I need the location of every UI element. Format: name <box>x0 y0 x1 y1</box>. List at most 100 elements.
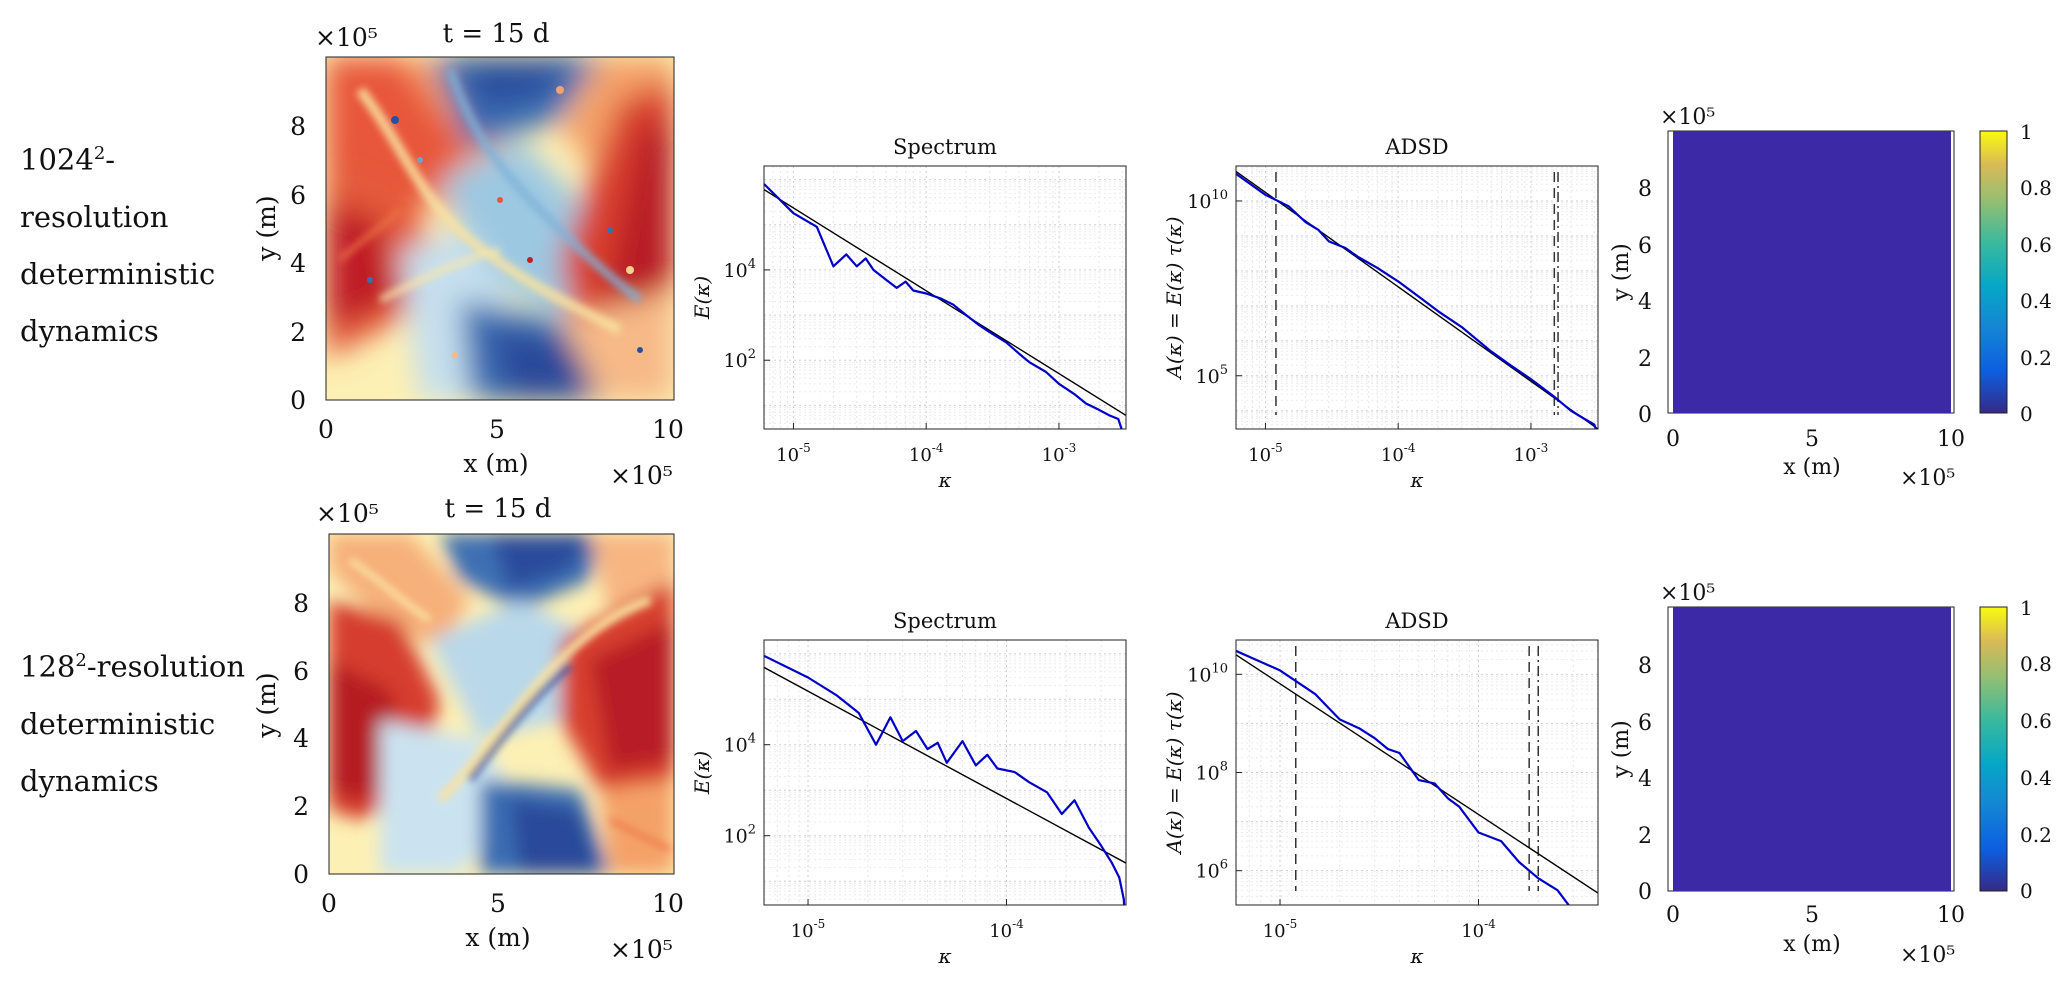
spectrum-128-ytick-1: 104 <box>724 732 756 757</box>
field-1024-ytick-0: 0 <box>290 386 306 415</box>
mask-1024-xmult: ×10⁵ <box>1900 466 1955 491</box>
mask-1024-cb-tick-2: 0.4 <box>2020 289 2052 313</box>
adsd-1024-ytick-0: 105 <box>1196 363 1228 388</box>
spectrum-128-xtick-1: 10-4 <box>989 917 1024 942</box>
adsd-1024-grid <box>1235 165 1598 430</box>
adsd-1024-line-ADSD <box>1236 172 1598 429</box>
adsd-1024-ylabel: A(κ) = E(κ) τ(κ) <box>1162 216 1186 380</box>
spectrum-1024-series <box>764 183 1126 429</box>
row-label-1024-sup: 2 <box>93 143 106 164</box>
mask-1024-colorbar-ticks: 0 0.2 0.4 0.6 0.8 1 <box>2020 120 2052 426</box>
field-128-xlabel: x (m) <box>465 923 530 952</box>
mask-1024-ymult: ×10⁵ <box>1660 105 1715 130</box>
spectrum-1024-grid <box>763 165 1126 430</box>
adsd-128-plot: 10-5 10-4 106 108 1010 ADSD κ A(κ) = E(κ) τ(κ) <box>1162 609 1599 968</box>
adsd-1024-xtick-1: 10-4 <box>1381 441 1416 466</box>
spectrum-1024-ytick-0: 102 <box>724 347 756 372</box>
adsd-128-series <box>1236 649 1598 905</box>
row-label-128-sup: 2 <box>75 650 87 671</box>
mask-1024-ytick-4: 8 <box>1638 177 1652 202</box>
adsd-128-grid <box>1235 639 1599 906</box>
field-128-yticks: 0 2 4 6 8 <box>293 589 309 889</box>
mask-1024-ytick-3: 6 <box>1638 234 1652 259</box>
field-1024-image <box>326 57 674 400</box>
spectrum-128-frame <box>763 639 1127 906</box>
mask-128-colorbar-ticks: 0 0.2 0.4 0.6 0.8 1 <box>2020 596 2052 903</box>
mask-128-xticks: 0 5 10 <box>1666 903 1965 928</box>
field-128-image <box>329 534 674 874</box>
mask-1024-xtick-0: 0 <box>1666 427 1680 452</box>
row-label-1024-num: 1024 <box>20 142 94 177</box>
adsd-128-line-ADSD <box>1236 649 1570 905</box>
adsd-128-ylabel: A(κ) = E(κ) τ(κ) <box>1162 691 1186 855</box>
mask-1024-cb-tick-3: 0.6 <box>2020 233 2052 257</box>
adsd-128-ytick-1: 108 <box>1196 760 1228 785</box>
adsd-1024-frame <box>1235 165 1599 430</box>
adsd-128-xlabel: κ <box>1409 944 1423 968</box>
row-label-128-line3: dynamics <box>20 763 159 798</box>
mask-1024-fill <box>1673 131 1951 413</box>
field-1024-title: t = 15 d <box>443 19 550 49</box>
mask-128-ytick-4: 8 <box>1638 654 1652 679</box>
field-128-ymult: ×10⁵ <box>316 499 379 528</box>
spectrum-128-xtick-0: 10-5 <box>791 917 826 942</box>
mask-128-fill <box>1673 607 1951 891</box>
spectrum-128-xlabel: κ <box>937 944 951 968</box>
mask-128-ytick-1: 2 <box>1638 824 1652 849</box>
mask-1024-ylabel: y (m) <box>1609 243 1634 301</box>
adsd-1024-xtick-0: 10-5 <box>1248 441 1283 466</box>
field-1024-ytick-4: 8 <box>290 112 306 141</box>
row-label-1024-line3: deterministic <box>20 256 216 291</box>
field-128-ytick-0: 0 <box>293 860 309 889</box>
spectrum-128-series <box>764 654 1126 905</box>
field-1024-xmult: ×10⁵ <box>610 461 673 490</box>
field-128-ytick-4: 8 <box>293 589 309 618</box>
mask-128-xtick-1: 5 <box>1805 903 1819 928</box>
mask-128-ytick-3: 6 <box>1638 711 1652 736</box>
mask-128-xtick-0: 0 <box>1666 903 1680 928</box>
spectrum-128-line-spectrum <box>764 654 1126 905</box>
mask-1024-cb-tick-4: 0.8 <box>2020 176 2052 200</box>
field-1024-yticks: 0 2 4 6 8 <box>290 112 306 415</box>
adsd-1024-plot: 10-5 10-4 10-3 105 1010 ADSD κ A(κ) = E(κ) τ(κ) <box>1162 135 1599 492</box>
field-1024-vortices <box>367 86 643 358</box>
adsd-128-xtick-1: 10-4 <box>1461 917 1496 942</box>
spectrum-1024-plot: 10-5 10-4 10-3 102 104 Spectrum κ E(κ) <box>690 135 1127 492</box>
field-1024-ytick-2: 4 <box>290 249 306 278</box>
mask-1024-xticks: 0 5 10 <box>1666 427 1965 452</box>
spectrum-1024-title: Spectrum <box>893 135 997 159</box>
adsd-1024-title: ADSD <box>1384 135 1448 159</box>
field-1024-ymult: ×10⁵ <box>315 23 378 52</box>
mask-panel-1024: 0 2 4 6 8 0 5 10 x (m) y (m) ×10⁵ ×10⁵ 0… <box>1609 105 2052 491</box>
row-label-128-rest: -resolution <box>86 649 245 684</box>
field-128-ytick-2: 4 <box>293 724 309 753</box>
adsd-128-ytick-2: 1010 <box>1187 661 1228 686</box>
spectrum-1024-line-spectrum <box>764 183 1123 429</box>
mask-1024-colorbar <box>1979 130 2008 414</box>
field-1024-ytick-3: 6 <box>290 181 306 210</box>
mask-128-cb-tick-1: 0.2 <box>2020 823 2052 847</box>
mask-128-cb-tick-4: 0.8 <box>2020 652 2052 676</box>
mask-1024-ytick-0: 0 <box>1638 403 1652 428</box>
mask-1024-ytick-2: 4 <box>1638 290 1652 315</box>
adsd-128-line-fit <box>1236 654 1598 894</box>
field-panel-1024: t = 15 d 0 2 4 6 8 0 5 10 x (m) y (m) ×1… <box>252 19 684 490</box>
field-128-ytick-1: 2 <box>293 792 309 821</box>
adsd-1024-ytick-1: 1010 <box>1187 188 1228 213</box>
field-128-xmult: ×10⁵ <box>610 935 673 964</box>
mask-1024-cb-tick-0: 0 <box>2020 402 2033 426</box>
spectrum-128-grid <box>763 639 1127 906</box>
field-128-xticks: 0 5 10 <box>321 889 684 918</box>
adsd-1024-xtick-2: 10-3 <box>1514 441 1549 466</box>
mask-1024-xtick-1: 5 <box>1805 427 1819 452</box>
field-1024-xticks: 0 5 10 <box>318 415 684 444</box>
mask-128-ymult: ×10⁵ <box>1660 581 1715 606</box>
mask-1024-cb-tick-1: 0.2 <box>2020 346 2052 370</box>
spectrum-128-line-fit <box>764 666 1126 864</box>
field-panel-128: t = 15 d 0 2 4 6 8 0 5 10 x (m) y (m) ×1… <box>252 494 684 964</box>
adsd-1024-series <box>1236 170 1598 429</box>
row-label-128: 1282-resolution deterministic dynamics <box>20 632 245 810</box>
spectrum-1024-line-fit <box>764 189 1126 416</box>
row-label-1024: 10242- resolution deterministic dynamics <box>20 125 215 360</box>
